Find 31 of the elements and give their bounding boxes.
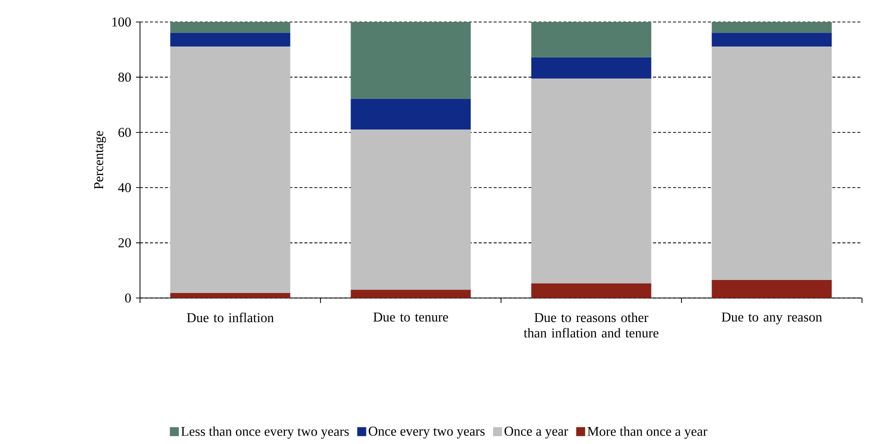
bar	[531, 57, 652, 79]
y-tick-label: 20	[118, 238, 131, 248]
y-tick-label: 0	[125, 293, 131, 303]
bar	[712, 46, 832, 280]
legend-label: Once a year	[504, 426, 568, 438]
x-tick-label: Due to inflation	[186, 312, 274, 322]
bar	[350, 98, 471, 130]
y-tick-label: 60	[118, 128, 131, 137]
bar	[350, 22, 471, 99]
bar	[170, 46, 290, 294]
bar	[350, 130, 471, 290]
y-axis-title: Percentage	[94, 130, 106, 190]
legend-label: Less than once every two years	[181, 426, 349, 439]
legend-label: Once every two years	[368, 426, 485, 438]
y-tick-label: 40	[118, 183, 131, 192]
bar	[531, 22, 652, 58]
bar	[712, 280, 832, 298]
bar	[170, 32, 290, 47]
bar	[531, 78, 652, 284]
legend-label: More than once a year	[588, 426, 708, 439]
bar	[170, 22, 290, 33]
bar	[531, 283, 652, 298]
y-tick-label: 100	[112, 17, 131, 27]
y-tick-label: 80	[118, 72, 131, 82]
bar	[712, 32, 832, 47]
bar	[170, 293, 290, 298]
bar	[350, 290, 471, 298]
x-tick-label: Due to reasons other than inflation and tenure	[524, 312, 658, 338]
bar	[712, 22, 832, 33]
x-tick-label: Due to any reason	[722, 312, 822, 324]
x-tick-label: Due to tenure	[373, 312, 448, 322]
